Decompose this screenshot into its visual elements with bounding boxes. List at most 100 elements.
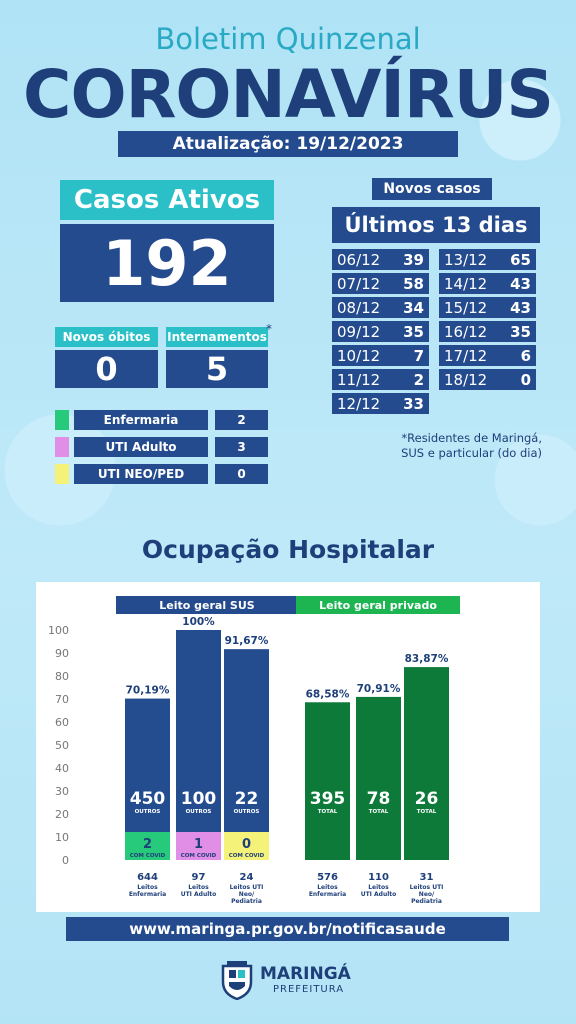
covid-bar-segment	[125, 832, 170, 860]
legend-color-swatch	[55, 410, 69, 430]
group-header-label: Leito geral SUS	[159, 599, 255, 612]
y-tick-label: 90	[55, 647, 69, 660]
y-tick-label: 80	[55, 670, 69, 683]
daily-cases-cell: 09/12 35	[332, 321, 429, 342]
bar-category-label: Enfermaria	[129, 891, 166, 898]
bar-category-label: Leitos	[317, 884, 338, 891]
y-tick-label: 60	[55, 716, 69, 729]
cell-date: 12/12	[337, 394, 381, 413]
daily-cases-cell: 13/12 65	[439, 249, 536, 270]
cell-value: 33	[403, 394, 424, 413]
cell-date: 09/12	[337, 322, 381, 341]
bar-category-label: Neo/	[419, 891, 435, 898]
bar-category-label: Leitos	[368, 884, 389, 891]
cell-date: 07/12	[337, 274, 381, 293]
daily-cases-cell: 17/12 6	[439, 345, 536, 366]
bar-count-value: 22	[235, 789, 259, 809]
occupancy-bar	[125, 698, 170, 832]
group-header-label: Leito geral privado	[319, 599, 437, 612]
bar-category-label: Neo/	[239, 891, 255, 898]
hospitalizations-value: 5	[166, 350, 268, 388]
y-tick-label: 20	[55, 808, 69, 821]
occupancy-bar	[404, 667, 449, 860]
cell-date: 15/12	[444, 298, 488, 317]
occupancy-chart-panel: 0 10 20 30 40 50 60 70 80 90 100 Leito geral SUS 2 CO…	[36, 582, 540, 912]
bar-category-label: Leitos	[137, 884, 158, 891]
hospital-occupancy-title: Ocupação Hospitalar	[141, 535, 435, 564]
y-tick-label: 70	[55, 693, 69, 706]
covid-value: 0	[242, 837, 251, 852]
cell-date: 16/12	[444, 322, 488, 341]
group-header-bg	[296, 596, 460, 614]
bar-count-label: TOTAL	[417, 809, 437, 815]
covid-bar-segment	[224, 832, 269, 860]
bar-category-label: Leitos UTI	[410, 884, 444, 891]
y-tick-label: 10	[55, 831, 69, 844]
bar-category-label: Pediatria	[411, 898, 442, 905]
bar-count-value: 450	[130, 789, 166, 809]
bar-count-value: 26	[415, 789, 439, 809]
website-url[interactable]: www.maringa.pr.gov.br/notificasaude	[66, 917, 509, 941]
percent-label: 91,67%	[225, 635, 269, 647]
bar-total-value: 644	[137, 872, 158, 883]
cell-value: 7	[413, 346, 424, 365]
daily-cases-cell: 15/12 43	[439, 297, 536, 318]
percent-label: 70,91%	[357, 683, 401, 695]
cell-value: 65	[510, 250, 531, 269]
daily-cases-cell: 14/12 43	[439, 273, 536, 294]
coat-of-arms-icon	[221, 961, 253, 1000]
bar-total-value: 31	[420, 872, 434, 883]
cell-value: 43	[510, 298, 531, 317]
cell-value: 39	[403, 250, 424, 269]
cell-date: 17/12	[444, 346, 488, 365]
cell-value: 43	[510, 274, 531, 293]
bar-count-label: OUTROS	[135, 809, 161, 815]
cell-value: 2	[413, 370, 424, 389]
legend-label: UTI Adulto	[74, 437, 208, 457]
residents-note: *Residentes de Maringá, SUS e particular…	[372, 431, 542, 461]
bar-count-value: 395	[310, 789, 346, 809]
occupancy-bar	[224, 649, 269, 832]
daily-cases-cell: 10/12 7	[332, 345, 429, 366]
bar-count-label: TOTAL	[318, 809, 338, 815]
hospitalizations-label: Internamentos	[166, 327, 268, 347]
covid-bar-segment	[176, 832, 221, 860]
cell-date: 08/12	[337, 298, 381, 317]
legend-color-swatch	[55, 464, 69, 484]
y-tick-label: 0	[62, 854, 69, 867]
logo-name: MARINGÁ	[260, 964, 351, 984]
new-cases-label: Novos casos	[372, 178, 492, 200]
note-line-1: *Residentes de Maringá,	[401, 431, 542, 445]
daily-cases-cell: 06/12 39	[332, 249, 429, 270]
percent-label: 83,87%	[405, 653, 449, 665]
deaths-value: 0	[55, 350, 158, 388]
y-tick-label: 30	[55, 785, 69, 798]
cell-date: 06/12	[337, 250, 381, 269]
note-line-2: SUS e particular (do dia)	[401, 446, 542, 460]
covid-label: COM COVID	[181, 853, 217, 859]
covid-label: COM COVID	[229, 853, 265, 859]
update-date: Atualização: 19/12/2023	[118, 131, 458, 157]
legend-value: 2	[215, 410, 268, 430]
bar-count-label: TOTAL	[369, 809, 389, 815]
cell-value: 58	[403, 274, 424, 293]
bar-count-label: OUTROS	[186, 809, 212, 815]
y-tick-label: 40	[55, 762, 69, 775]
bar-category-label: Leitos UTI	[230, 884, 264, 891]
covid-value: 2	[143, 837, 152, 852]
covid-value: 1	[194, 837, 203, 852]
bar-category-label: Leitos	[188, 884, 209, 891]
group-header-bg	[116, 596, 298, 614]
percent-label: 100%	[182, 616, 215, 628]
cell-date: 11/12	[337, 370, 381, 389]
daily-cases-cell: 08/12 34	[332, 297, 429, 318]
y-tick-label: 50	[55, 739, 69, 752]
covid-label: COM COVID	[130, 853, 166, 859]
cell-date: 18/12	[444, 370, 488, 389]
daily-cases-cell: 18/12 0	[439, 369, 536, 390]
occupancy-bar	[176, 630, 221, 832]
bar-category-label: Enfermaria	[309, 891, 346, 898]
bar-count-value: 100	[181, 789, 217, 809]
daily-cases-cell: 11/12 2	[332, 369, 429, 390]
